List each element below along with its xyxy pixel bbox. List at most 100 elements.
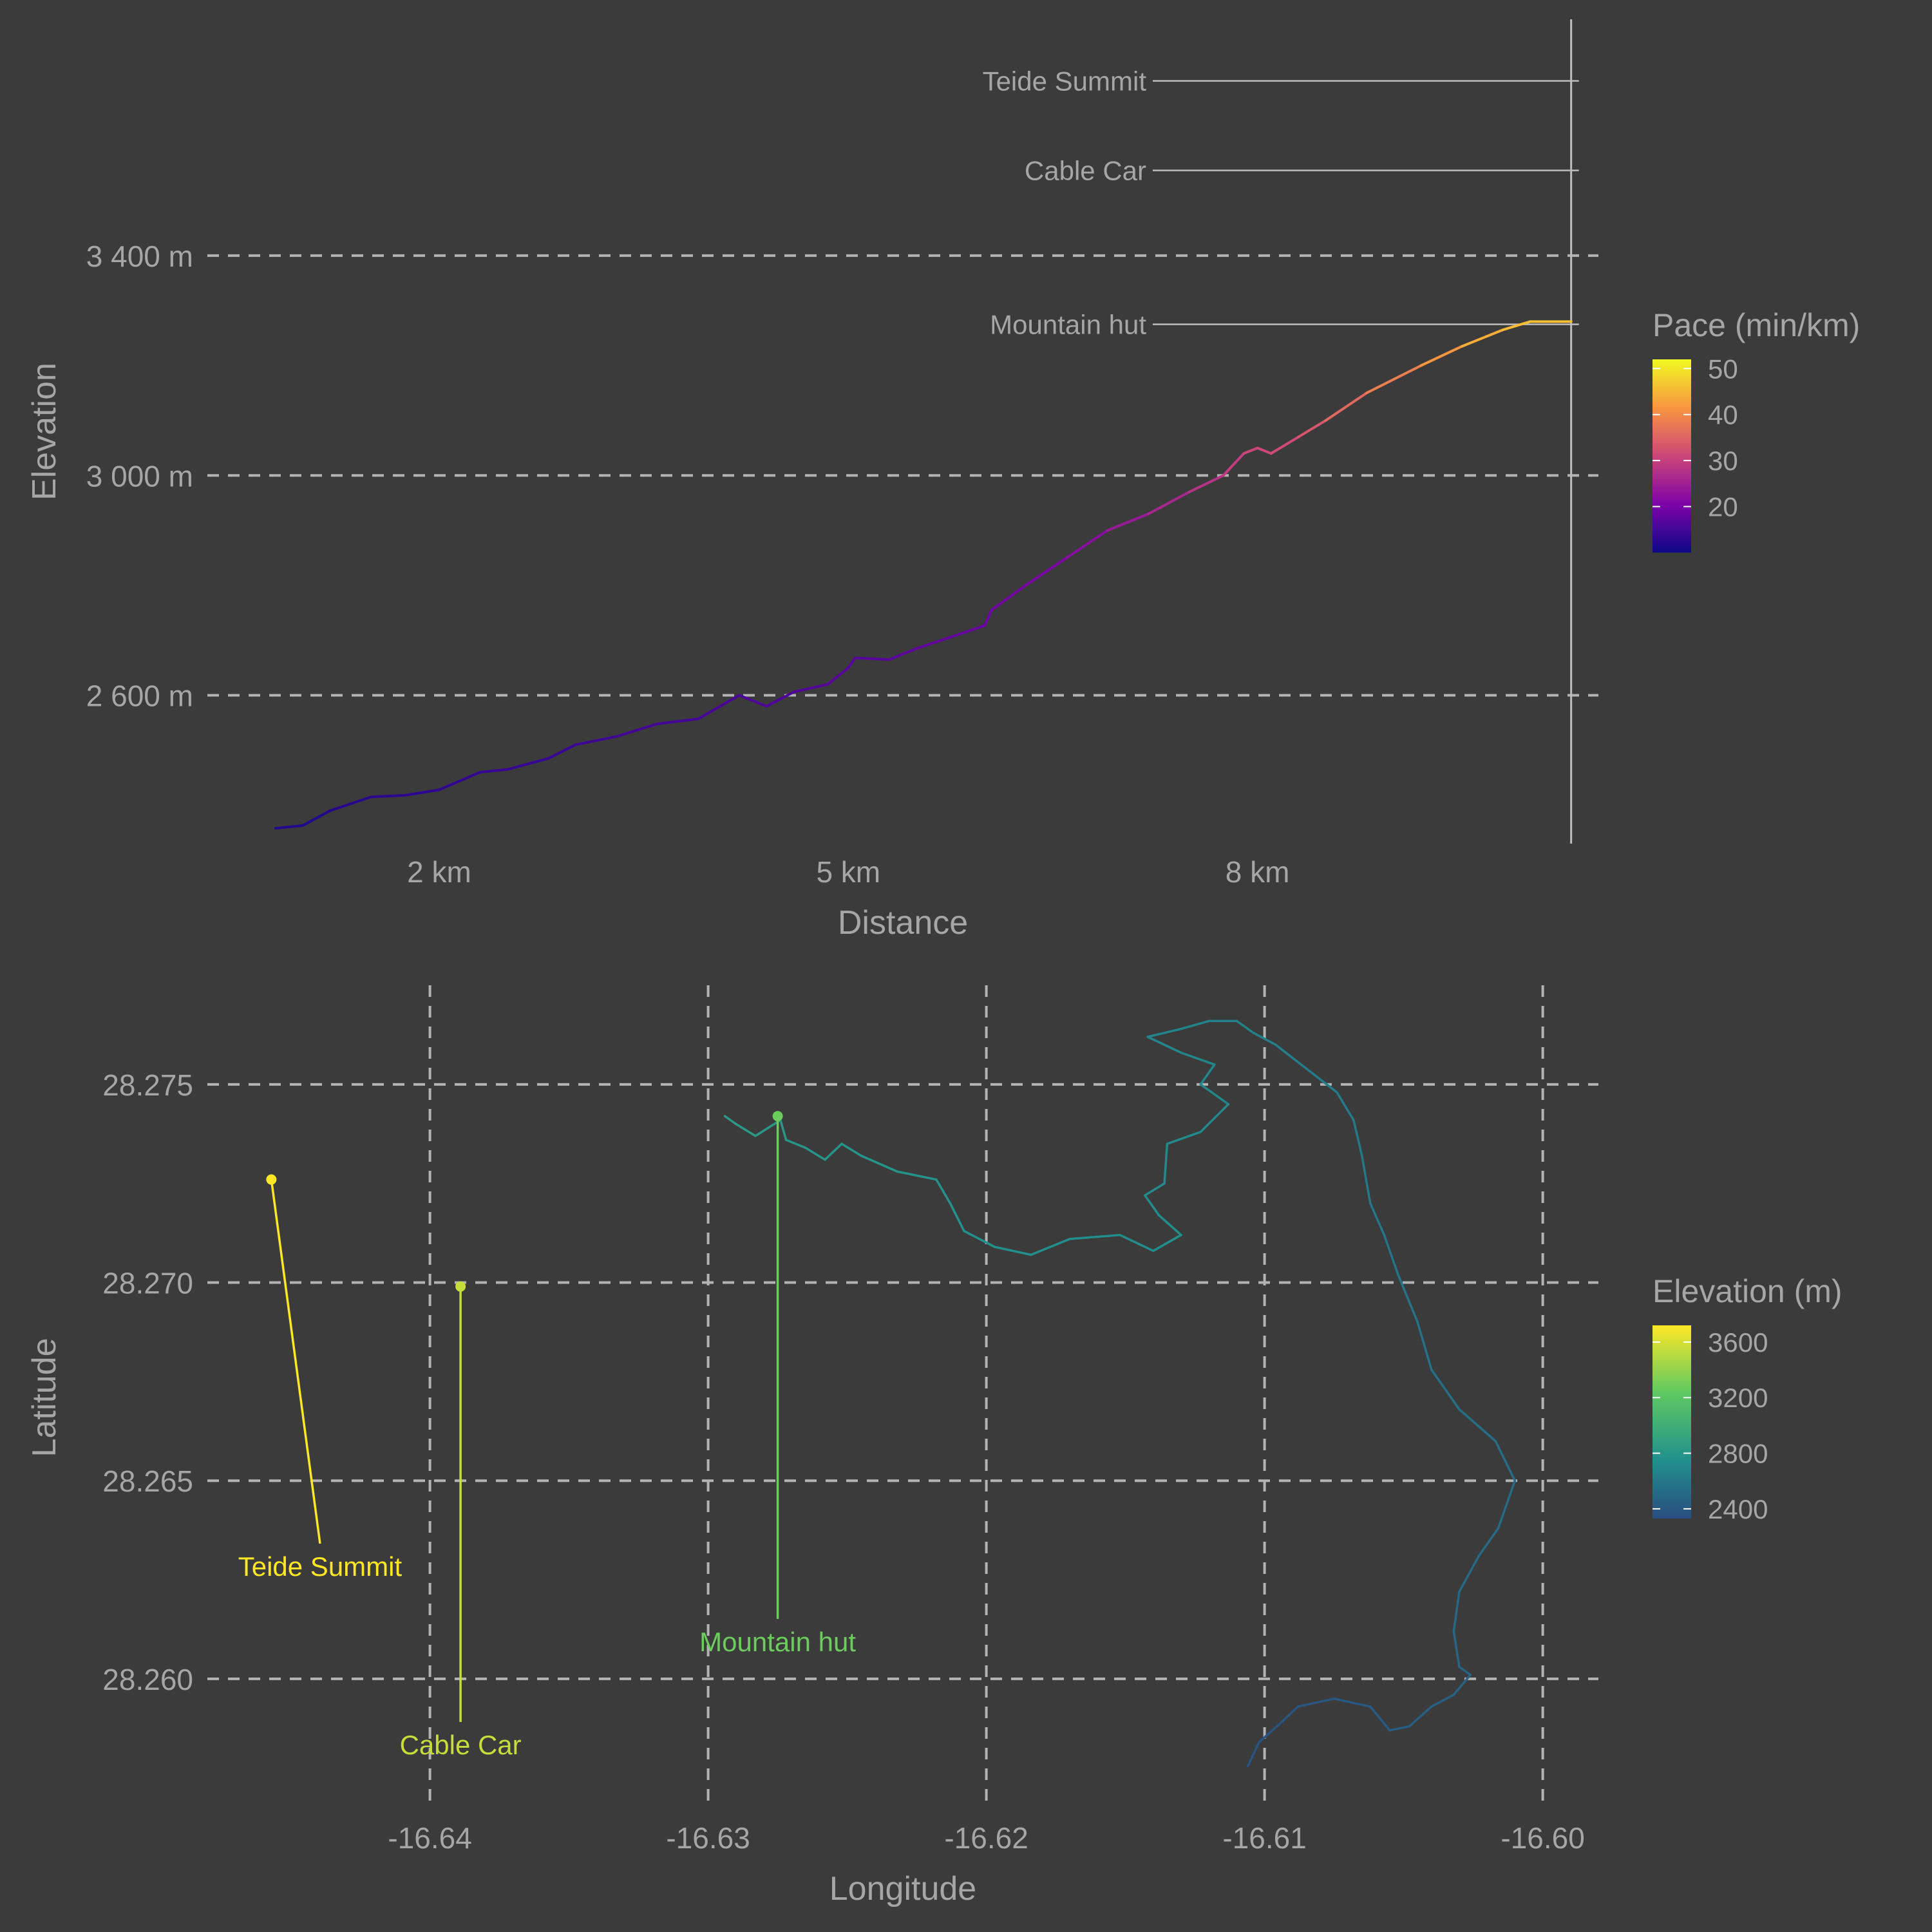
elevation-x-tick-label: 8 km [1226,855,1290,889]
map-y-axis-label: Latitude [26,1338,63,1457]
route-track-segment [949,1202,965,1233]
route-track-segment [840,1142,862,1157]
route-track-segment [1458,1665,1472,1676]
elevation-profile-segment [1147,490,1191,515]
map-y-tick-label: 28.275 [102,1068,193,1102]
elevation-profile-segment [615,722,659,738]
map-points: Teide Summit Cable Car Mountain hut [238,1111,856,1760]
map-point-label: Mountain hut [699,1627,856,1657]
elevation-profile-segment [1222,452,1245,477]
map-y-ticks: 28.260 28.265 28.270 28.275 [102,1068,193,1696]
elevation-profile-segment [1188,474,1225,493]
route-track-segment [1332,1697,1372,1708]
pace-legend-tick-label: 20 [1708,492,1738,522]
pace-legend-title: Pace (min/km) [1653,307,1860,343]
route-map-chart: Teide Summit Cable Car Mountain hut 28.260… [26,985,1842,1908]
route-track-segment [1458,1555,1480,1593]
route-track-segment [1144,1182,1166,1197]
route-track-segment [1430,1368,1461,1411]
route-track-segment [1252,1032,1277,1046]
elevation-profile-segment [478,768,509,774]
pace-colorbar [1653,359,1691,553]
route-track-segment [1296,1697,1336,1708]
elevation-profile-segment [853,656,891,661]
route-track-segment [1352,1119,1363,1157]
elevation-x-axis-label: Distance [838,904,968,942]
route-track-segment [860,1154,899,1173]
route-track-segment [1452,1674,1472,1696]
pace-legend-tick-label: 50 [1708,354,1738,384]
elevation-profile-segment [887,647,918,661]
elevation-profile-segment [301,809,332,827]
elevation-legend-title: Elevation (m) [1653,1273,1842,1309]
elevation-y-tick-label: 2 600 m [86,679,193,713]
route-track-segment [754,1119,782,1137]
map-y-tick-label: 28.260 [102,1663,193,1696]
route-track-segment [1452,1630,1461,1669]
elevation-profile-segment [506,757,550,771]
elevation-profile-chart: Teide Summit Cable Car Mountain hut 2 600 … [26,19,1860,942]
route-track-segment [723,1115,737,1126]
route-track-segment [1369,1202,1386,1236]
elevation-profile-segment [915,633,959,650]
elevation-y-ticks: 2 600 m 3 000 m 3 400 m [86,240,193,713]
map-point-leader [270,1179,321,1544]
route-track-segment [779,1119,788,1141]
elevation-x-tick-label: 5 km [816,855,880,889]
route-track-segment [1199,1083,1230,1106]
elevation-profile-segment [438,771,482,791]
route-track-segment [1258,1721,1283,1744]
route-track-segment [1274,1043,1308,1070]
route-track-segment [1388,1725,1410,1732]
elevation-profile-segment [792,683,829,694]
elevation-profile-segment [404,788,440,797]
route-track-segment [1383,1233,1399,1276]
elevation-profile-segment [547,743,577,760]
route-track-segment [1029,1238,1071,1256]
route-track-segment [784,1139,807,1150]
map-point-label: Cable Car [400,1730,522,1760]
route-track-segment [804,1146,826,1161]
route-track-segment [1416,1321,1433,1371]
elevation-profile-segment [1269,435,1300,455]
elevation-annotation-label: Teide Summit [983,66,1147,97]
route-track-segment [1497,1479,1517,1530]
elevation-profile-segment [1297,419,1327,439]
map-grid [207,985,1598,1810]
map-point-label: Teide Summit [238,1551,402,1582]
elevation-annotations: Teide Summit Cable Car Mountain hut [983,66,1579,340]
route-track-segment [1235,1019,1255,1034]
route-track-segment [1180,1051,1216,1066]
route-track-segment [1119,1233,1155,1253]
elevation-y-tick-label: 3 400 m [86,240,193,273]
elevation-profile-segment [656,717,700,725]
elevation-profile-segment [574,735,618,746]
map-x-tick-label: -16.64 [388,1821,471,1855]
route-track-segment [1144,1194,1160,1217]
elevation-profile-segment [1024,556,1068,587]
route-track-segment [1157,1214,1182,1236]
elevation-legend-tick-label: 2800 [1708,1439,1768,1469]
map-point-marker [455,1281,466,1292]
elevation-profile-segment [1365,364,1423,395]
route-track-segment [993,1245,1032,1256]
pace-legend-tick-label: 40 [1708,400,1738,430]
elevation-profile-segment [1242,446,1259,455]
route-track-segment [1477,1527,1500,1557]
elevation-profile-segment [370,793,407,799]
route-track-segment [1280,1705,1300,1724]
route-track-segment [1146,1036,1182,1054]
elevation-profile-segment [847,656,857,669]
route-track-segment [1408,1705,1433,1728]
elevation-profile-segment [1324,392,1368,422]
elevation-legend-tick-label: 3200 [1708,1383,1768,1413]
pace-legend-ticks: 50 40 30 20 [1653,354,1738,522]
route-track-segment [824,1142,843,1161]
elevation-profile-segment [956,624,987,636]
elevation-profile-segment [990,583,1027,612]
elevation-profile-segment [274,824,305,830]
route-track-segment [1163,1142,1169,1185]
pace-legend-tick-label: 30 [1708,446,1738,476]
elevation-annotation-label: Mountain hut [990,310,1146,340]
elevation-profile-segment [1501,320,1532,332]
